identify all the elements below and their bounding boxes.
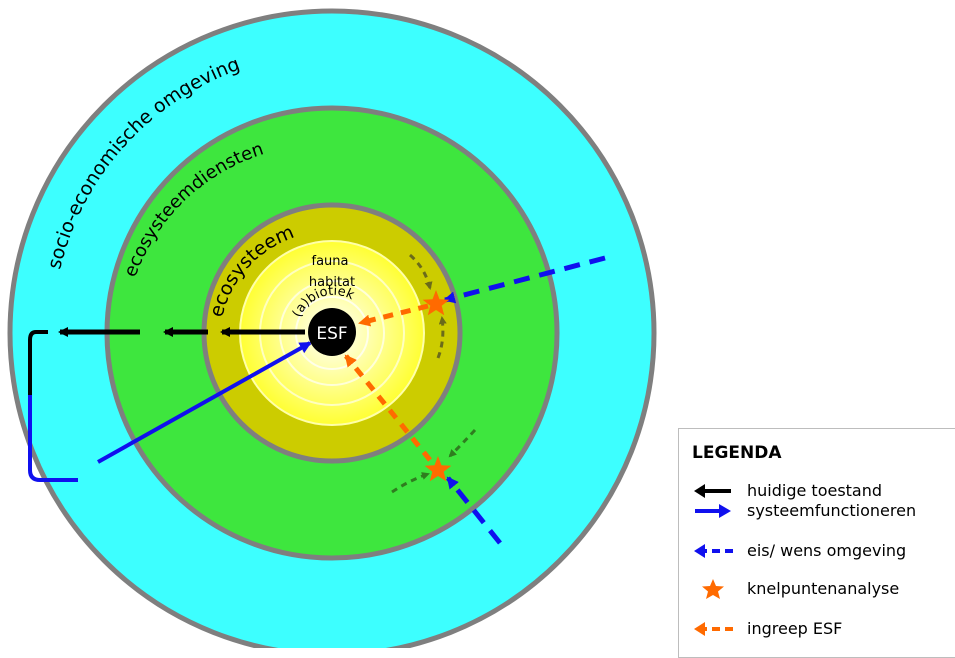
legend-item-bottleneck: knelpuntenanalyse [679,577,955,601]
demand-arrows [443,255,606,545]
habitat-label: habitat [309,275,355,290]
blue-dashed-arrow [446,476,502,545]
blue-arrow-icon [695,504,731,518]
black-bracket [28,330,48,395]
legend-item-intervention: ingreep ESF [679,617,955,641]
blue-dashed-arrow [443,255,606,304]
legend-label: systeemfunctioneren [747,501,917,520]
olive-dashed-arrow [409,253,433,290]
esf-core [308,308,356,356]
legend: LEGENDA huidige toestand systeemfunction… [678,428,955,658]
bottleneck-star-icon [424,456,452,482]
legend-label: eis/ wens omgeving [747,541,907,560]
green-dashed-arrow [448,428,477,458]
system-functioning-arrow [28,341,312,482]
orange-star-icon [702,579,724,599]
current-state-arrows [28,327,305,395]
legend-item-current-state: huidige toestand [679,479,955,503]
intervention-arrows [344,303,432,462]
feedback-arrows [391,253,477,494]
blue-bracket [28,395,78,482]
esf-label: ESF [316,324,347,344]
orange-dashed-arrow [344,354,432,462]
legend-label: huidige toestand [747,481,883,500]
blue-dashed-arrow-icon [694,544,733,558]
green-dashed-arrow [391,472,430,494]
legend-label: knelpuntenanalyse [747,579,900,598]
olive-dashed-arrow [436,316,447,359]
fauna-label: fauna [312,254,349,269]
black-arrow-icon [694,484,731,498]
orange-dashed-arrow-icon [694,622,733,636]
legend-item-demand: eis/ wens omgeving [679,539,955,563]
legend-label: ingreep ESF [747,619,843,638]
orange-dashed-arrow [358,303,429,327]
legend-title: LEGENDA [692,443,782,463]
blue-arrow [97,341,312,464]
legend-item-system-functioning: systeemfunctioneren [679,499,955,523]
bottleneck-star-icon [422,290,450,316]
